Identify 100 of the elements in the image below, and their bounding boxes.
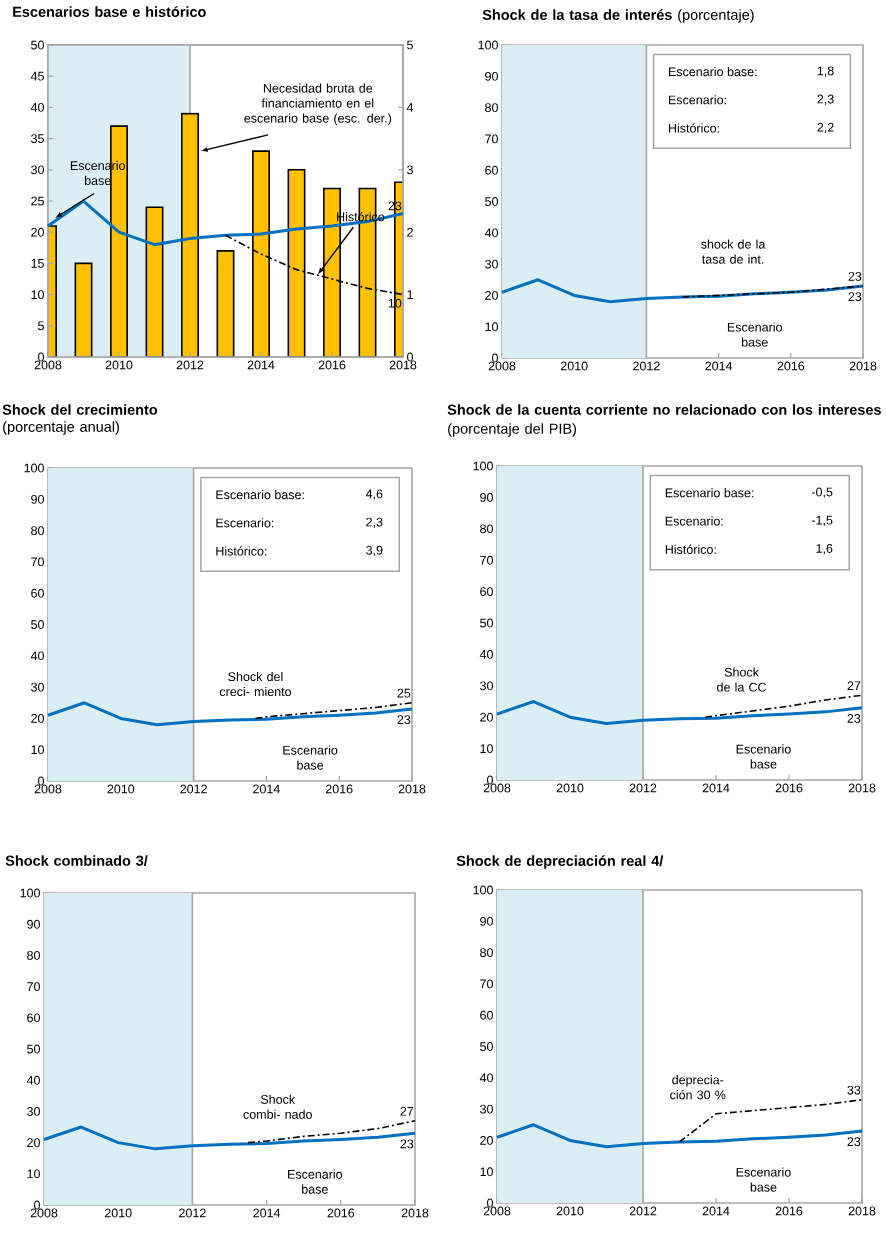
x-tick-label: 2012 — [179, 1208, 206, 1218]
y-tick-label: 10 — [485, 322, 498, 332]
y-tick-label: 10 — [27, 1169, 40, 1179]
annotation: -1,5 — [811, 515, 833, 527]
y-tick-label: 90 — [27, 919, 40, 929]
y-tick-label: 10 — [480, 1167, 493, 1177]
x-tick-label: 2008 — [488, 361, 516, 371]
y-tick-label: 0 — [38, 776, 44, 786]
y-tick-label: 40 — [479, 1073, 493, 1083]
y-tick-label: 0 — [487, 1198, 493, 1208]
x-tick-label: 2018 — [848, 783, 876, 793]
bar — [74, 262, 93, 358]
y-tick-label: 70 — [485, 134, 498, 144]
y-tick-label: 70 — [480, 979, 493, 989]
annotation: Histórico: — [669, 123, 719, 133]
y-tick-label: 0 — [34, 1200, 40, 1210]
line-series — [42, 1125, 417, 1151]
y-tick-label: 60 — [480, 587, 493, 597]
y-tick-label: 100 — [473, 885, 493, 895]
y-tick-label: 60 — [485, 165, 498, 175]
x-tick-label: 2016 — [775, 783, 803, 793]
y-tick-label: 50 — [485, 197, 498, 206]
chart-title: Shock del crecimiento — [2, 404, 158, 415]
text: Escenario base — [736, 744, 791, 769]
x-tick-label: 2010 — [560, 361, 588, 371]
chart-title: Shock de depreciación real 4/ — [456, 855, 664, 869]
annotation: Escenario: — [216, 518, 274, 528]
y-tick-label: 80 — [480, 948, 493, 958]
y-tick-label: 30 — [485, 259, 498, 269]
y-tick-label: 90 — [485, 71, 498, 81]
y-tick-label: 20 — [31, 227, 44, 237]
annotation: 2,3 — [366, 517, 383, 528]
y-tick-label: 20 — [480, 1136, 493, 1145]
annotation: 3,9 — [366, 545, 383, 557]
text: Escenario base — [288, 1169, 343, 1194]
y-tick-label: 20 — [31, 713, 44, 723]
x-tick-label: 2016 — [775, 1206, 803, 1216]
y-tick-label: 100 — [20, 888, 40, 898]
y2-tick-label: 4 — [406, 103, 414, 112]
annotation: Histórico: — [216, 546, 267, 556]
y-tick-label: 10 — [480, 744, 493, 754]
y-tick-label: 60 — [27, 1013, 40, 1023]
x-tick-label: 2018 — [401, 1208, 429, 1218]
data-label: 23 — [847, 714, 861, 723]
x-tick-label: 2014 — [247, 360, 275, 370]
data-label: 27 — [847, 681, 861, 691]
annotation: Histórico: — [665, 544, 716, 554]
y-tick-label: 50 — [480, 1042, 493, 1051]
text: Histórico — [337, 211, 385, 222]
x-tick-label: 2016 — [325, 784, 353, 794]
x-tick-label: 2010 — [104, 1208, 132, 1218]
data-label: 25 — [397, 688, 411, 698]
y-tick-label: 15 — [31, 259, 44, 268]
series-label: Shock del creci- miento — [219, 671, 292, 697]
y-tick-label: 5 — [38, 321, 44, 331]
y-tick-label: 80 — [485, 103, 498, 113]
annotation: Escenario base: — [669, 67, 757, 77]
x-tick-label: 2010 — [107, 784, 135, 794]
line-series — [46, 199, 405, 247]
bar — [216, 250, 235, 358]
annotation: 2,2 — [817, 122, 834, 134]
y-tick-label: 30 — [31, 165, 44, 175]
data-label: 27 — [400, 1106, 414, 1116]
y-tick-label: 40 — [26, 1075, 40, 1085]
annotation: Escenario base: — [216, 490, 304, 500]
annotation: Escenario: — [669, 95, 726, 105]
y-tick-label: 70 — [27, 982, 40, 992]
y-tick-label: 0 — [487, 775, 493, 785]
chart-title: Escenarios base e histórico — [13, 6, 206, 17]
series-label: deprecia- ción 30 % — [670, 1075, 726, 1100]
chart-title: Shock de la tasa de interés (porcentaje) — [482, 9, 754, 23]
x-tick-label: 2008 — [30, 1208, 58, 1218]
y2-tick-label: 0 — [407, 352, 413, 362]
data-label: 23 — [388, 201, 402, 211]
chart-title: Shock combinado 3/ — [5, 855, 148, 867]
annotation: Escenario: — [665, 516, 723, 526]
x-tick-label: 2008 — [483, 783, 511, 793]
chart-title: Shock de la cuenta corriente no relacionado con los intereses (porcentaje del PIB) — [447, 404, 881, 437]
y-tick-label: 50 — [31, 620, 44, 629]
x-tick-label: 2012 — [180, 784, 207, 794]
x-tick-label: 2010 — [556, 1206, 584, 1216]
text: Escenario base — [727, 322, 782, 347]
y-tick-label: 60 — [480, 1010, 493, 1020]
line-series — [495, 700, 864, 725]
y2-tick-label: 5 — [407, 40, 413, 50]
x-tick-label: 2012 — [633, 361, 660, 371]
y-tick-label: 20 — [27, 1138, 40, 1148]
y-tick-label: 25 — [31, 196, 44, 206]
series-label: Shock combi- nado — [243, 1094, 312, 1119]
y-tick-label: 35 — [31, 134, 44, 144]
data-label: 23 — [847, 1137, 861, 1147]
data-label: 23 — [397, 715, 411, 725]
annotation: -0,5 — [811, 487, 833, 498]
x-tick-label: 2018 — [389, 360, 417, 370]
y-tick-label: 30 — [31, 682, 44, 692]
x-tick-label: 2008 — [34, 360, 62, 370]
y-tick-label: 30 — [27, 1107, 40, 1116]
y-tick-label: 0 — [38, 352, 44, 362]
y-tick-label: 40 — [484, 228, 498, 238]
y-tick-label: 70 — [480, 555, 493, 565]
